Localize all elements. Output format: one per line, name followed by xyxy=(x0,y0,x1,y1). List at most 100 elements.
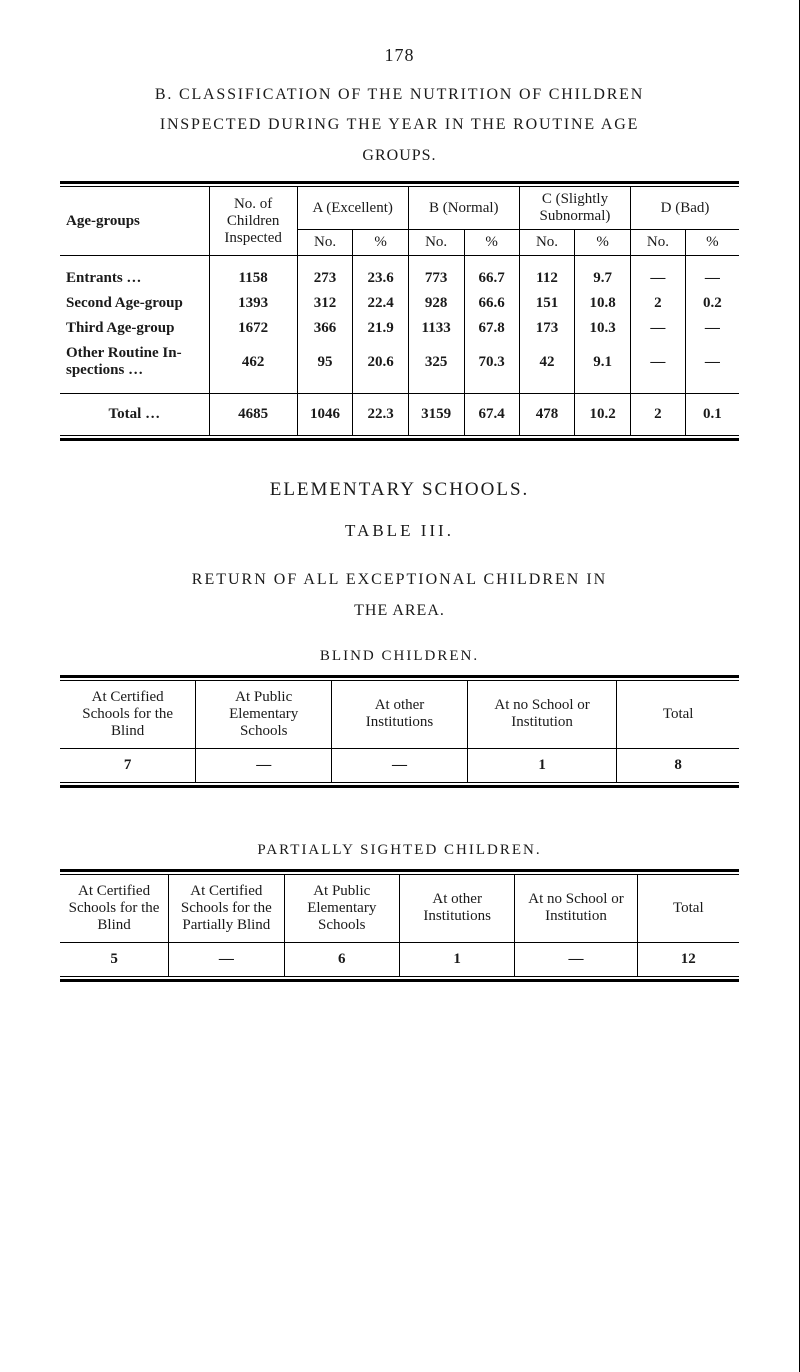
row-n: 1158 xyxy=(209,256,297,292)
col-b: B (Normal) xyxy=(408,187,519,230)
cell: 22.3 xyxy=(353,394,408,436)
col-a: A (Excellent) xyxy=(297,187,408,230)
cell: — xyxy=(515,942,637,976)
col-age-groups: Age-groups xyxy=(60,187,209,256)
table-row: 5 — 6 1 — 12 xyxy=(60,942,739,976)
col-header: At Certified Schools for the Blind xyxy=(60,875,169,943)
col-header: Total xyxy=(637,875,739,943)
cell: 20.6 xyxy=(353,341,408,394)
cell: 366 xyxy=(297,316,353,341)
table-row: Other Routine In- spections … 462 95 20.… xyxy=(60,341,739,394)
cell: 0.2 xyxy=(685,291,739,316)
row-label: Entrants … xyxy=(60,256,209,292)
elementary-heading: ELEMENTARY SCHOOLS. xyxy=(60,479,739,501)
partial-table-body: 5 — 6 1 — 12 xyxy=(60,942,739,976)
table-row: Entrants … 1158 273 23.6 773 66.7 112 9.… xyxy=(60,256,739,292)
sub-no: No. xyxy=(519,230,574,256)
cell: 21.9 xyxy=(353,316,408,341)
cell: 67.8 xyxy=(464,316,519,341)
cell: 1 xyxy=(399,942,514,976)
cell: 5 xyxy=(60,942,169,976)
cell: 66.6 xyxy=(464,291,519,316)
table-row: At Certified Schools for the Blind At Pu… xyxy=(60,681,739,749)
cell: 151 xyxy=(519,291,574,316)
cell: 478 xyxy=(519,394,574,436)
blind-caption: BLIND CHILDREN. xyxy=(60,648,739,665)
table-row: At Certified Schools for the Blind At Ce… xyxy=(60,875,739,943)
col-header: At no School or Institution xyxy=(467,681,616,749)
row-label: Other Routine In- spections … xyxy=(60,341,209,394)
row-label: Third Age-group xyxy=(60,316,209,341)
blind-table-body: 7 — — 1 8 xyxy=(60,748,739,782)
partial-caption: PARTIALLY SIGHTED CHILDREN. xyxy=(60,842,739,859)
row-n: 1672 xyxy=(209,316,297,341)
col-header: At Certified Schools for the Partially B… xyxy=(169,875,284,943)
table-b-bottom-rule-thin xyxy=(60,435,739,436)
col-no-children: No. of Children Inspected xyxy=(209,187,297,256)
table-row: Third Age-group 1672 366 21.9 1133 67.8 … xyxy=(60,316,739,341)
spacer xyxy=(60,798,739,842)
cell: 2 xyxy=(631,394,686,436)
cell: — xyxy=(685,256,739,292)
cell: 325 xyxy=(408,341,464,394)
cell: 9.7 xyxy=(575,256,631,292)
cell: — xyxy=(685,316,739,341)
cell: 10.8 xyxy=(575,291,631,316)
page: 178 B. CLASSIFICATION OF THE NUTRITION O… xyxy=(0,0,800,1372)
row-n: 1393 xyxy=(209,291,297,316)
section-b-title-line-1: B. CLASSIFICATION OF THE NUTRITION OF CH… xyxy=(60,80,739,110)
col-header: At other Institutions xyxy=(399,875,514,943)
cell: 70.3 xyxy=(464,341,519,394)
cell: 928 xyxy=(408,291,464,316)
return-line-2: THE AREA. xyxy=(60,596,739,626)
sub-pct: % xyxy=(464,230,519,256)
table-b-bottom-rule-heavy xyxy=(60,438,739,441)
page-number: 178 xyxy=(60,45,739,66)
cell: 1046 xyxy=(297,394,353,436)
blind-bottom-rule-heavy xyxy=(60,785,739,788)
cell: — xyxy=(196,748,332,782)
cell: 23.6 xyxy=(353,256,408,292)
section-b-title-line-3: GROUPS. xyxy=(60,141,739,171)
col-header: Total xyxy=(617,681,739,749)
partial-table-head: At Certified Schools for the Blind At Ce… xyxy=(60,875,739,943)
cell: — xyxy=(332,748,468,782)
cell: 95 xyxy=(297,341,353,394)
total-label: Total … xyxy=(60,394,209,436)
partial-bottom-rule-heavy xyxy=(60,979,739,982)
cell: 12 xyxy=(637,942,739,976)
table-row: 7 — — 1 8 xyxy=(60,748,739,782)
sub-no: No. xyxy=(631,230,686,256)
table-iii-heading: TABLE III. xyxy=(60,521,739,541)
cell: — xyxy=(631,341,686,394)
sub-pct: % xyxy=(353,230,408,256)
cell: 7 xyxy=(60,748,196,782)
row-n: 462 xyxy=(209,341,297,394)
col-header: At other Institutions xyxy=(332,681,468,749)
col-header: At Public Elementary Schools xyxy=(196,681,332,749)
table-row: Second Age-group 1393 312 22.4 928 66.6 … xyxy=(60,291,739,316)
table-row: Age-groups No. of Children Inspected A (… xyxy=(60,187,739,230)
cell: 8 xyxy=(617,748,739,782)
nutrition-table-head: Age-groups No. of Children Inspected A (… xyxy=(60,187,739,256)
col-header: At Certified Schools for the Blind xyxy=(60,681,196,749)
col-header: At Public Elementary Schools xyxy=(284,875,399,943)
blind-bottom-rule-thin xyxy=(60,782,739,783)
partial-top-rule-heavy xyxy=(60,869,739,872)
sub-no: No. xyxy=(408,230,464,256)
sub-pct: % xyxy=(685,230,739,256)
cell: — xyxy=(631,256,686,292)
cell: 6 xyxy=(284,942,399,976)
cell: 10.2 xyxy=(575,394,631,436)
sub-pct: % xyxy=(575,230,631,256)
cell: — xyxy=(685,341,739,394)
table-b-top-rule-heavy xyxy=(60,181,739,184)
cell: — xyxy=(169,942,284,976)
cell: 173 xyxy=(519,316,574,341)
partial-table: At Certified Schools for the Blind At Ce… xyxy=(60,875,739,976)
section-b-title-line-2: INSPECTED DURING THE YEAR IN THE ROUTINE… xyxy=(60,110,739,140)
nutrition-table: Age-groups No. of Children Inspected A (… xyxy=(60,187,739,435)
cell: 3159 xyxy=(408,394,464,436)
partial-bottom-rule-thin xyxy=(60,976,739,977)
nutrition-table-body: Entrants … 1158 273 23.6 773 66.7 112 9.… xyxy=(60,256,739,436)
